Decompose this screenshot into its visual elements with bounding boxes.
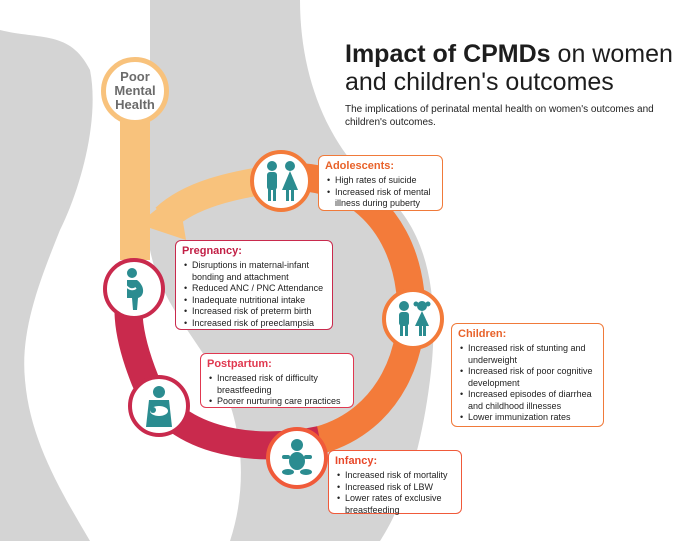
adolescents-icon — [267, 161, 298, 201]
adolescents-icon-circle — [250, 150, 312, 212]
postpartum-title: Postpartum: — [207, 358, 272, 370]
infancy-item: Increased risk of LBW — [337, 482, 455, 494]
silhouette-shape — [0, 30, 93, 541]
postpartum-box: Postpartum: Increased risk of difficulty… — [200, 353, 354, 408]
infancy-title: Infancy: — [335, 455, 378, 467]
adolescents-title: Adolescents: — [325, 160, 395, 172]
children-icon-circle — [382, 288, 444, 350]
cycle-arrowhead — [138, 192, 186, 240]
infancy-item: Lower rates of exclusive breastfeeding — [337, 493, 455, 516]
adolescents-box: Adolescents: High rates of suicide Incre… — [318, 155, 443, 211]
children-item: Increased risk of poor cognitive develop… — [460, 366, 597, 389]
pregnancy-item: Increased risk of preterm birth — [184, 306, 326, 318]
pregnant-woman-icon-circle — [103, 258, 165, 320]
poor-mental-health-badge: Poor Mental Health — [101, 57, 169, 125]
pregnancy-item: Reduced ANC / PNC Attendance — [184, 283, 326, 295]
children-icon — [399, 301, 431, 336]
page-title: Impact of CPMDs on women and children's … — [345, 40, 673, 96]
pregnancy-item: Increased risk of preeclampsia — [184, 318, 326, 330]
infancy-item: Increased risk of mortality — [337, 470, 455, 482]
children-item: Lower immunization rates — [460, 412, 597, 424]
postpartum-item: Increased risk of difficulty breastfeedi… — [209, 373, 347, 396]
pregnancy-item: Disruptions in maternal-infant bonding a… — [184, 260, 326, 283]
adolescents-item: High rates of suicide — [327, 175, 436, 187]
children-title: Children: — [458, 328, 507, 340]
children-item: Increased risk of stunting and underweig… — [460, 343, 597, 366]
pregnancy-item: Inadequate nutritional intake — [184, 295, 326, 307]
mother-holding-baby-icon — [146, 386, 172, 427]
pregnancy-box: Pregnancy: Disruptions in maternal-infan… — [175, 240, 333, 330]
adolescents-item: Increased risk of mental illness during … — [327, 187, 436, 210]
postpartum-item: Poorer nurturing care practices — [209, 396, 347, 408]
pregnancy-title: Pregnancy: — [182, 245, 242, 257]
mother-baby-icon-circle — [128, 375, 190, 437]
children-box: Children: Increased risk of stunting and… — [451, 323, 604, 427]
pregnant-woman-icon — [125, 268, 144, 310]
mental-health-bar — [120, 110, 150, 260]
page-subtitle: The implications of perinatal mental hea… — [345, 104, 654, 128]
infant-icon-circle — [266, 427, 328, 489]
infant-icon — [282, 439, 312, 475]
children-item: Increased episodes of diarrhea and child… — [460, 389, 597, 412]
infancy-box: Infancy: Increased risk of mortality Inc… — [328, 450, 462, 516]
